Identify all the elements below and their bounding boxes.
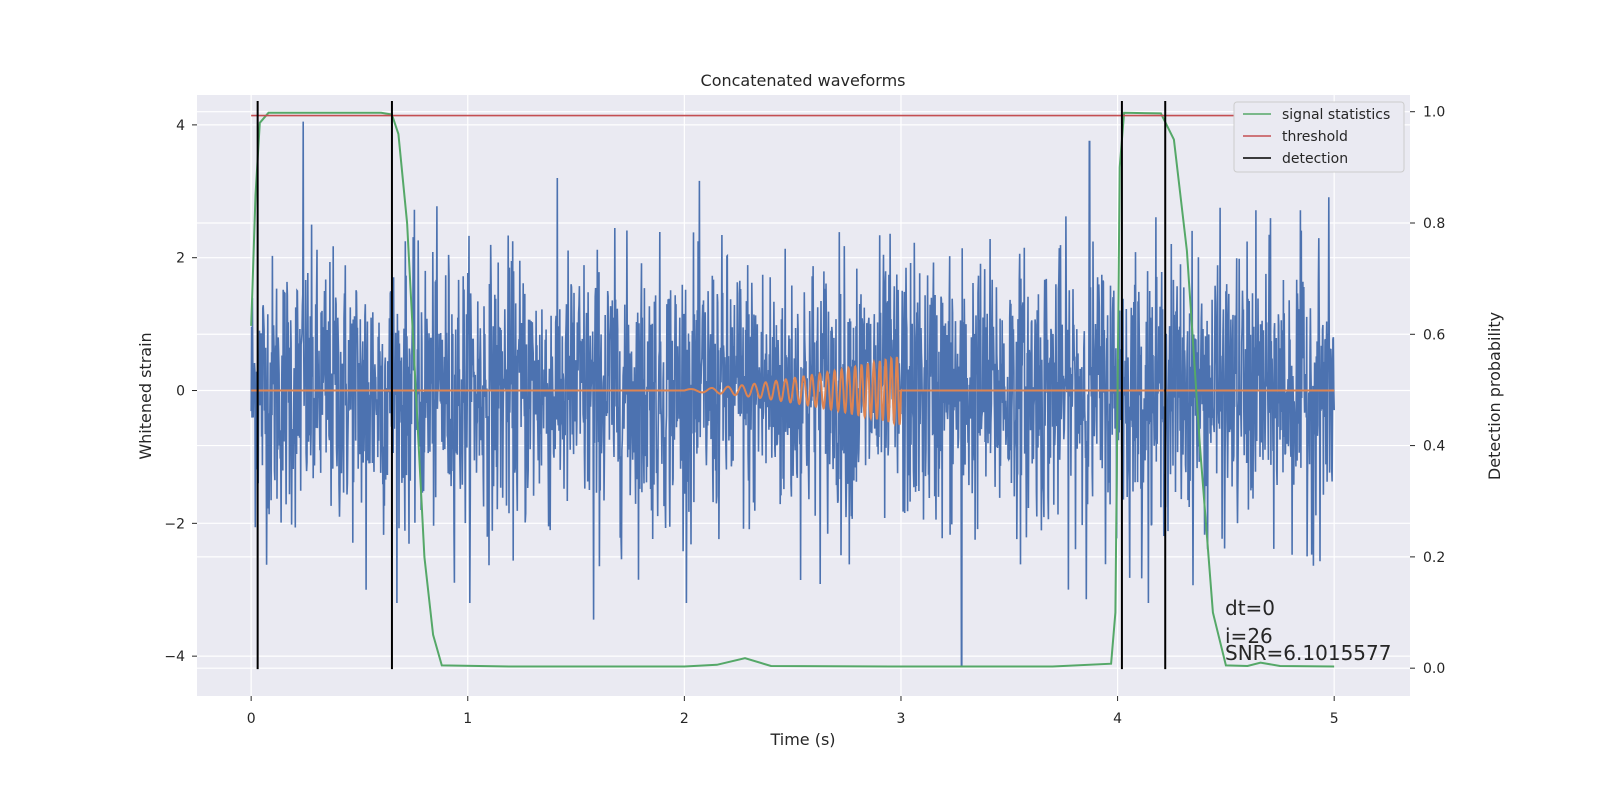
left-y-axis-label: Whitened strain — [136, 332, 155, 459]
left-y-axis-ticks: −4 −2 0 2 4 — [164, 118, 197, 665]
strain-series-line — [250, 121, 1335, 667]
right-y-axis-label: Detection probability — [1485, 312, 1504, 480]
x-tick-label: 3 — [897, 711, 906, 727]
annotation-index: i=26 — [1225, 624, 1273, 648]
x-axis-label: Time (s) — [769, 730, 835, 749]
legend-label-threshold: threshold — [1282, 129, 1348, 145]
x-tick-label: 1 — [463, 711, 472, 727]
right-y-tick-label: 1.0 — [1423, 105, 1445, 121]
x-tick-label: 4 — [1113, 711, 1122, 727]
right-y-tick-label: 0.0 — [1423, 661, 1445, 677]
x-axis-ticks: 0 1 2 3 4 5 — [247, 696, 1339, 727]
right-y-axis-ticks: 0.0 0.2 0.4 0.6 0.8 1.0 — [1410, 105, 1445, 677]
injected-signal-line — [251, 355, 1335, 427]
right-y-tick-label: 0.4 — [1423, 439, 1445, 455]
plot-content — [250, 101, 1335, 670]
legend: signal statistics threshold detection — [1233, 101, 1405, 173]
right-y-tick-label: 0.8 — [1423, 216, 1445, 232]
left-y-tick-label: 0 — [176, 384, 185, 400]
left-y-tick-label: −2 — [164, 516, 185, 532]
signal-statistics-line — [250, 111, 1335, 668]
detection-lines — [256, 101, 1167, 670]
legend-box — [1233, 101, 1405, 173]
legend-label-detection: detection — [1282, 151, 1348, 167]
legend-label-signal-statistics: signal statistics — [1282, 107, 1390, 123]
annotation-dt: dt=0 — [1225, 596, 1275, 620]
right-y-tick-label: 0.2 — [1423, 550, 1445, 566]
left-y-tick-label: 4 — [176, 118, 185, 134]
right-y-tick-label: 0.6 — [1423, 327, 1445, 343]
annotation-snr: SNR=6.1015577 — [1225, 641, 1391, 665]
chart-title: Concatenated waveforms — [701, 71, 906, 90]
annotations: dt=0 i=26 SNR=6.1015577 — [1225, 596, 1391, 665]
x-tick-label: 2 — [680, 711, 689, 727]
x-tick-label: 5 — [1330, 711, 1339, 727]
left-y-tick-label: −4 — [164, 649, 185, 665]
left-y-tick-label: 2 — [176, 251, 185, 267]
x-tick-label: 0 — [247, 711, 256, 727]
